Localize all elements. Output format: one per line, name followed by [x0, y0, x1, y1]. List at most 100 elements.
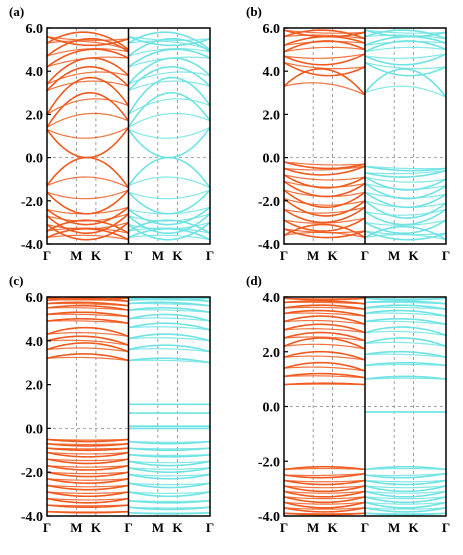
k-point-label: Γ — [206, 248, 214, 263]
band-line-spin_down — [365, 69, 446, 97]
band-line-spin_down — [129, 158, 211, 188]
band-line-spin_up — [47, 466, 129, 467]
band-line-spin_up — [47, 452, 129, 453]
band-line-spin_down — [129, 177, 211, 188]
y-tick-label: -2.0 — [21, 466, 43, 481]
y-tick-label: -4.0 — [21, 510, 43, 525]
k-point-label: Γ — [361, 248, 369, 263]
k-point-label: M — [152, 520, 164, 535]
panel-label: (d) — [246, 273, 262, 288]
band-line-spin_down — [365, 469, 446, 470]
band-line-spin_down — [365, 480, 446, 481]
band-line-spin_down — [129, 127, 211, 138]
y-tick-label: -4.0 — [258, 510, 280, 525]
y-tick-label: 2.0 — [263, 346, 281, 361]
band-line-spin_down — [365, 63, 446, 69]
band-line-spin_down — [129, 492, 211, 493]
y-tick-label: 6.0 — [26, 22, 44, 37]
y-tick-label: 0.0 — [263, 401, 281, 416]
y-tick-label: 4.0 — [26, 65, 44, 80]
band-line-spin_up — [284, 469, 365, 470]
y-tick-label: 4.0 — [263, 65, 281, 80]
band-line-spin_up — [47, 459, 129, 460]
k-point-label: Γ — [280, 520, 288, 535]
k-point-label: K — [91, 520, 102, 535]
band-line-spin_down — [129, 93, 211, 128]
band-line-spin_up — [47, 505, 129, 506]
band-line-spin_down — [129, 501, 211, 502]
y-tick-label: -4.0 — [21, 238, 43, 253]
band-line-spin_down — [129, 474, 211, 475]
k-point-label: Γ — [124, 520, 132, 535]
band-line-spin_up — [47, 472, 129, 473]
band-line-spin_up — [47, 479, 129, 480]
k-point-label: Γ — [124, 248, 132, 263]
band-line-spin_down — [129, 207, 211, 214]
band-line-spin_up — [47, 492, 129, 493]
band-line-spin_down — [129, 190, 211, 199]
band-line-spin_down — [129, 58, 211, 84]
k-point-label: K — [172, 248, 183, 263]
k-point-label: Γ — [442, 248, 450, 263]
y-tick-label: -2.0 — [21, 195, 43, 210]
band-line-spin_up — [47, 93, 129, 128]
k-point-label: M — [70, 248, 82, 263]
band-line-spin_up — [284, 69, 365, 95]
band-line-spin_down — [129, 483, 211, 484]
y-tick-label: -2.0 — [258, 455, 280, 470]
band-line-spin_up — [47, 81, 129, 91]
band-line-spin_down — [129, 455, 211, 456]
panel-label: (b) — [246, 4, 262, 19]
band-line-spin_down — [129, 468, 211, 469]
band-line-spin_up — [47, 177, 129, 188]
k-point-label: M — [388, 520, 400, 535]
band-line-spin_up — [47, 190, 129, 199]
band-line-spin_down — [365, 86, 446, 97]
k-point-label: M — [388, 248, 400, 263]
k-point-label: Γ — [43, 248, 51, 263]
band-line-spin_up — [47, 448, 129, 449]
y-tick-label: 0.0 — [26, 422, 44, 437]
band-line-spin_up — [284, 344, 365, 349]
band-line-spin_up — [47, 158, 129, 188]
band-line-spin_up — [284, 47, 365, 51]
k-point-label: K — [409, 248, 420, 263]
band-line-spin_up — [47, 348, 129, 352]
band-line-spin_down — [129, 67, 211, 91]
band-line-spin_down — [129, 113, 211, 127]
k-point-label: M — [70, 520, 82, 535]
y-tick-label: 6.0 — [263, 22, 281, 37]
band-line-spin_up — [47, 439, 129, 440]
k-point-label: Γ — [280, 248, 288, 263]
band-line-spin_down — [129, 81, 211, 91]
k-point-label: M — [152, 248, 164, 263]
band-line-spin_down — [129, 507, 211, 508]
band-line-spin_up — [284, 83, 365, 95]
band-line-spin_up — [284, 54, 365, 58]
y-tick-label: 6.0 — [26, 291, 44, 306]
band-line-spin_up — [47, 127, 129, 138]
k-point-label: Γ — [361, 520, 369, 535]
k-point-label: K — [91, 248, 102, 263]
band-line-spin_up — [47, 444, 129, 445]
y-tick-label: -2.0 — [258, 195, 280, 210]
band-line-spin_up — [284, 63, 365, 69]
k-point-label: Γ — [442, 520, 450, 535]
panel-label: (a) — [9, 4, 24, 19]
band-line-spin_up — [47, 58, 129, 84]
band-line-spin_down — [129, 127, 211, 157]
band-line-spin_down — [365, 54, 446, 58]
band-line-spin_up — [47, 113, 129, 127]
band-line-spin_down — [129, 461, 211, 462]
y-tick-label: 2.0 — [26, 108, 44, 123]
band-line-spin_up — [284, 480, 365, 481]
band-line-spin_down — [365, 365, 446, 366]
band-line-spin_up — [47, 127, 129, 157]
y-tick-label: 4.0 — [263, 291, 281, 306]
k-point-label: K — [328, 520, 339, 535]
